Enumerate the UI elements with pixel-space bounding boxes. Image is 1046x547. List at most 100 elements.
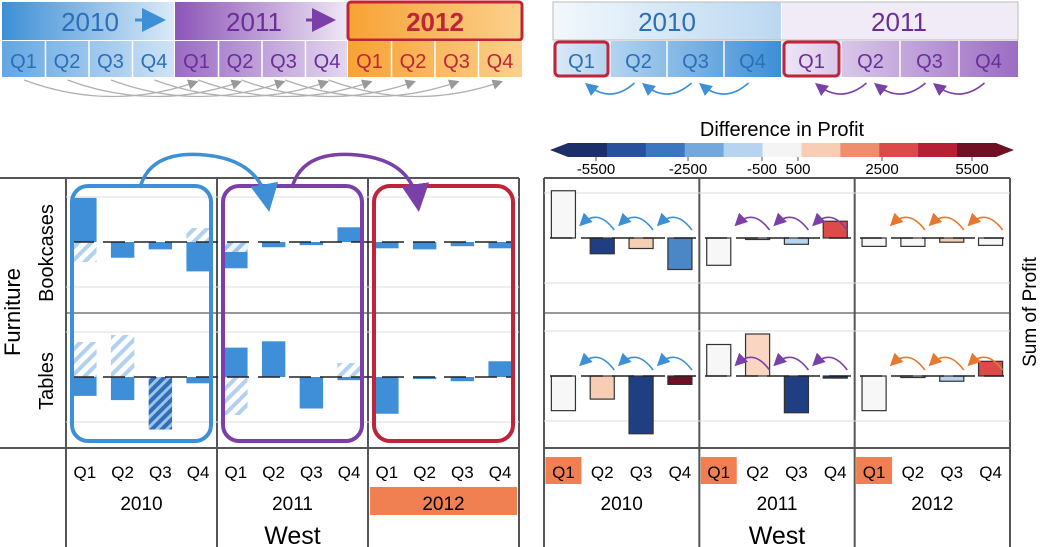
quarter-axis-label: Q3 <box>785 463 808 482</box>
timeline-quarter-label: Q1 <box>568 51 595 73</box>
timeline-left: 2010 2011 2012 Q1 Q2 Q3 Q4 Q1 Q2 Q3 Q4 Q1 Q2 Q3 Q4 <box>2 0 524 98</box>
highlight-q1-box <box>782 40 841 78</box>
quarter-axis-label: Q1 <box>552 463 575 482</box>
timeline-quarter-label: Q3 <box>443 51 470 73</box>
bar <box>261 242 286 248</box>
bar <box>73 197 97 242</box>
timeline-quarter-label: Q1 <box>10 51 37 73</box>
year-axis-label: 2011 <box>757 494 798 515</box>
shift-arrow-icon <box>656 212 693 231</box>
bar <box>148 242 173 250</box>
bar <box>375 242 399 249</box>
shift-arrow-icon <box>773 212 810 231</box>
shift-arrow-icon <box>734 212 771 231</box>
row-label: Tables <box>36 352 58 410</box>
quarter-axis-label: Q1 <box>707 463 730 482</box>
legend-swatch <box>801 143 841 157</box>
bar-hatch <box>337 363 361 377</box>
timeline-right-frame <box>552 1 1019 41</box>
timeline-right-year-label: 2011 <box>871 7 927 37</box>
bar <box>110 377 135 401</box>
legend-title: Difference in Profit <box>700 119 865 141</box>
shift-arrow-icon <box>967 352 1004 371</box>
shift-arrow-icon <box>579 212 615 231</box>
color-legend: Difference in Profit -5500 -2500 -500 500 25… <box>550 119 1014 178</box>
legend-right-arrow-icon <box>996 143 1014 157</box>
bar <box>488 361 512 377</box>
timeline-shift-arrows <box>23 79 503 98</box>
bar <box>977 360 1004 377</box>
timeline-quarter-label: Q4 <box>487 51 514 73</box>
timeline-year-2012-bg <box>346 0 524 42</box>
bar <box>337 377 361 381</box>
legend-tick-label: -5500 <box>577 161 615 178</box>
bar <box>744 333 771 377</box>
shift-arrow-icon <box>585 82 636 97</box>
quarter-axis-label: Q3 <box>300 463 323 482</box>
shift-arrow-icon <box>617 352 654 371</box>
year-axis-label: 2012 <box>911 494 953 515</box>
highlight-q1-box <box>553 40 610 78</box>
legend-tick-label: 5500 <box>955 161 988 178</box>
timeline-quarters-2011 <box>175 41 347 77</box>
timeline-quarter-label: Q3 <box>97 51 124 73</box>
quarter-highlight <box>856 457 893 484</box>
timeline-quarter-label: Q4 <box>739 51 766 73</box>
legend-swatch <box>879 143 919 157</box>
year-axis-label: 2011 <box>272 494 313 515</box>
bar <box>783 375 810 414</box>
bar <box>412 377 437 380</box>
bar <box>110 242 135 258</box>
bar <box>550 190 577 239</box>
bar <box>412 242 437 250</box>
bar <box>861 375 887 412</box>
quarter-highlight <box>545 457 582 484</box>
bar <box>628 375 654 435</box>
legend-swatch <box>723 143 764 157</box>
shift-arrow-icon <box>328 79 503 98</box>
quarter-axis-label: Q4 <box>187 463 210 482</box>
legend-tick-label: -500 <box>747 161 777 178</box>
quarter-axis-label: Q1 <box>74 463 97 482</box>
legend-tick-label: 2500 <box>865 161 898 178</box>
row-label: Bookcases <box>36 204 58 302</box>
quarter-axis-label: Q1 <box>225 463 248 482</box>
bar <box>977 237 1004 246</box>
shift-arrow-icon <box>241 79 416 98</box>
category-label: Furniture <box>0 268 25 356</box>
year-shift-arrow-icon <box>290 152 430 212</box>
bar <box>224 347 248 377</box>
quarter-axis-label: Q3 <box>149 463 172 482</box>
bar-hatch <box>73 342 97 377</box>
legend-swatch <box>957 143 997 157</box>
legend-swatch <box>918 143 958 157</box>
shift-arrow-icon <box>967 212 1004 231</box>
shift-arrow-icon <box>928 352 965 371</box>
bar <box>186 242 210 272</box>
timeline-quarter-label: Q1 <box>183 51 210 73</box>
quarter-axis-label: Q4 <box>979 463 1002 482</box>
quarter-axis-label: Q2 <box>591 463 614 482</box>
bar-hatch <box>110 335 135 377</box>
bar <box>861 237 887 247</box>
shift-arrow-icon <box>932 82 986 96</box>
timeline-quarter-label: Q2 <box>54 51 81 73</box>
quarter-axis-label: Q2 <box>111 463 134 482</box>
legend-left-arrow-icon <box>550 143 568 157</box>
measure-label: Sum of Profit <box>1020 256 1041 367</box>
quarter-highlight <box>700 457 737 484</box>
year-axis-label: 2012 <box>422 494 464 515</box>
right-chart: Q1 Q2 Q3 Q4 Q1 Q2 Q3 Q4 Q1 Q2 Q3 Q4 2010 2011 2012 West… <box>543 177 1041 547</box>
bar <box>337 227 361 242</box>
timeline-quarters-2010 <box>2 41 174 77</box>
timeline-right-year-2010-bg <box>553 2 781 40</box>
bar <box>628 237 654 250</box>
bar <box>375 377 399 414</box>
shift-arrow-icon <box>699 82 750 97</box>
bar <box>589 237 615 255</box>
shift-arrow-icon <box>814 82 868 96</box>
shift-arrow-icon <box>284 79 460 98</box>
timeline-quarter-label: Q3 <box>682 51 709 73</box>
quarter-axis-label: Q3 <box>451 463 474 482</box>
timeline-year-label: 2010 <box>61 7 119 37</box>
